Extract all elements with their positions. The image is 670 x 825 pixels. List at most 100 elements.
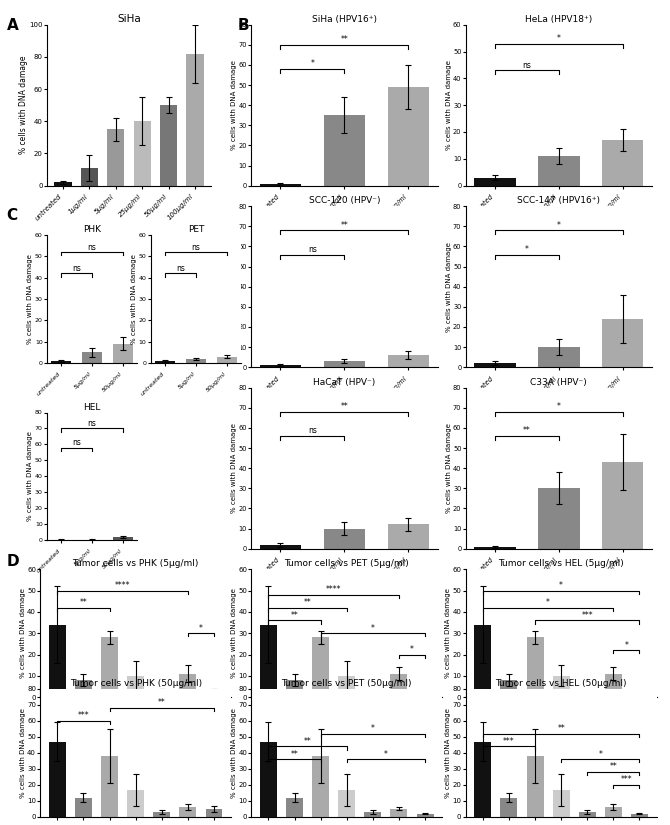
Title: SCC-147 (HPV16⁺): SCC-147 (HPV16⁺) <box>517 196 600 205</box>
Bar <box>602 318 643 367</box>
Bar <box>324 116 365 186</box>
Bar <box>49 625 66 697</box>
Bar <box>605 674 622 697</box>
Text: **: ** <box>304 737 312 746</box>
Title: Tumor cells vs HEL (50μg/ml): Tumor cells vs HEL (50μg/ml) <box>495 679 627 688</box>
Text: **: ** <box>340 220 348 229</box>
Bar <box>260 184 302 186</box>
Text: **: ** <box>304 598 312 607</box>
Text: **: ** <box>291 750 298 758</box>
Y-axis label: % cells with DNA damage: % cells with DNA damage <box>231 60 237 150</box>
Text: *: * <box>410 645 414 654</box>
Bar <box>391 808 407 817</box>
Bar <box>260 742 277 817</box>
Text: ***: *** <box>78 711 89 720</box>
Title: PET: PET <box>188 225 204 234</box>
Bar <box>417 813 433 817</box>
Bar <box>417 695 433 697</box>
Bar <box>364 812 381 817</box>
Text: ns: ns <box>88 419 96 428</box>
Text: D: D <box>7 554 19 569</box>
Bar <box>474 625 491 697</box>
Bar <box>49 742 66 817</box>
Bar <box>260 625 277 697</box>
Text: ns: ns <box>308 245 317 254</box>
Text: *: * <box>384 750 388 758</box>
Y-axis label: % cells with DNA damage: % cells with DNA damage <box>230 588 237 678</box>
Bar <box>51 361 71 363</box>
Bar <box>391 674 407 697</box>
Bar <box>127 676 144 697</box>
Bar <box>153 812 170 817</box>
Title: HEL: HEL <box>84 403 100 412</box>
Text: **: ** <box>340 35 348 44</box>
Text: ns: ns <box>523 60 531 69</box>
Text: ****: **** <box>115 581 131 590</box>
Y-axis label: % cells with DNA damage: % cells with DNA damage <box>445 708 451 798</box>
Bar <box>133 121 151 186</box>
Bar <box>387 355 429 367</box>
Bar <box>186 54 204 186</box>
Text: B: B <box>238 18 249 33</box>
Bar <box>579 812 596 817</box>
Text: ***: *** <box>503 737 515 746</box>
Bar <box>527 756 543 817</box>
Bar <box>75 680 92 697</box>
Text: **: ** <box>291 610 298 620</box>
Bar <box>553 790 570 817</box>
Text: *: * <box>371 624 375 633</box>
Y-axis label: % cells with DNA damage: % cells with DNA damage <box>231 242 237 332</box>
Bar <box>160 105 177 186</box>
Text: A: A <box>7 18 19 33</box>
Bar <box>364 693 381 697</box>
Y-axis label: % cells with DNA damage: % cells with DNA damage <box>27 254 34 344</box>
Bar <box>260 544 302 549</box>
Bar <box>553 676 570 697</box>
Text: **: ** <box>523 427 531 436</box>
Title: Tumor cells vs PHK (5μg/ml): Tumor cells vs PHK (5μg/ml) <box>72 559 199 568</box>
Title: HaCaT (HPV⁻): HaCaT (HPV⁻) <box>314 378 375 387</box>
Text: *: * <box>371 724 375 733</box>
Bar <box>602 140 643 186</box>
Text: **: ** <box>158 699 165 707</box>
Bar <box>324 361 365 367</box>
Text: *: * <box>624 640 628 649</box>
Text: ns: ns <box>192 243 200 252</box>
Text: **: ** <box>340 402 348 411</box>
Bar <box>113 344 133 363</box>
Title: SiHa: SiHa <box>117 14 141 24</box>
Text: *: * <box>559 581 563 590</box>
Bar <box>101 638 118 697</box>
Text: *: * <box>199 624 203 633</box>
Bar <box>387 525 429 549</box>
Text: ***: *** <box>582 610 593 620</box>
Bar <box>579 693 596 697</box>
Bar <box>500 680 517 697</box>
Title: C33A (HPV⁻): C33A (HPV⁻) <box>531 378 587 387</box>
Title: Tumor cells vs PET (5μg/ml): Tumor cells vs PET (5μg/ml) <box>284 559 409 568</box>
Bar <box>312 638 329 697</box>
Bar <box>155 361 175 363</box>
Text: ***: *** <box>620 776 632 784</box>
Bar <box>538 488 580 549</box>
Bar <box>206 808 222 817</box>
Text: *: * <box>557 220 561 229</box>
Y-axis label: % cells with DNA damage: % cells with DNA damage <box>19 708 25 798</box>
Bar <box>113 537 133 540</box>
Title: PHK: PHK <box>83 225 101 234</box>
Text: *: * <box>598 750 602 758</box>
Bar <box>387 87 429 186</box>
Bar <box>82 352 103 363</box>
Text: ****: **** <box>326 585 342 594</box>
Y-axis label: % cells with DNA damage: % cells with DNA damage <box>231 423 237 513</box>
Bar <box>54 182 72 186</box>
Y-axis label: % cells with DNA damage: % cells with DNA damage <box>19 56 28 154</box>
Bar <box>602 462 643 549</box>
Bar <box>107 130 125 186</box>
Bar <box>474 363 516 367</box>
Text: ns: ns <box>72 264 81 273</box>
Bar <box>206 691 222 697</box>
Bar <box>153 691 170 697</box>
Bar <box>217 356 237 363</box>
Y-axis label: % cells with DNA damage: % cells with DNA damage <box>446 423 452 513</box>
